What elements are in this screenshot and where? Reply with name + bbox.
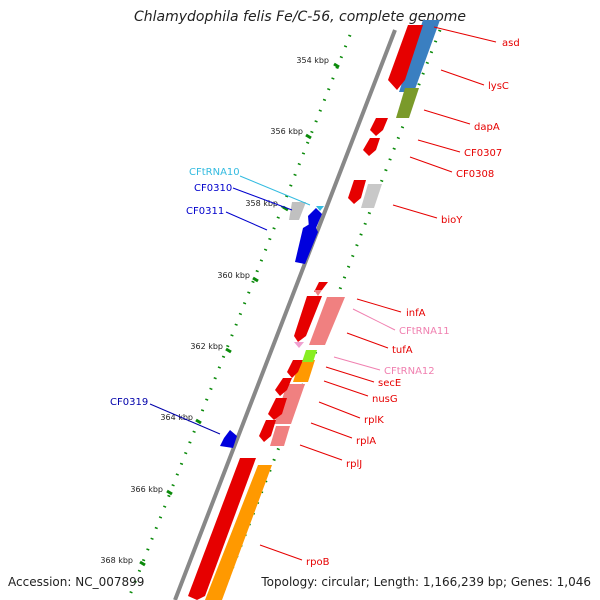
gene-label-secE: secE <box>378 378 401 389</box>
band-olive <box>396 88 419 118</box>
leader-line <box>356 298 402 313</box>
tick-mark-366 <box>166 489 173 496</box>
gene-arrow <box>363 138 380 156</box>
gene-label-dapA: dapA <box>474 122 500 133</box>
tick-marks <box>139 62 340 567</box>
leader-line <box>149 403 221 435</box>
gene-arrow <box>188 458 256 600</box>
leader-line <box>325 366 375 383</box>
gene-arrow <box>275 378 292 396</box>
gene-arrows-blue <box>220 208 322 448</box>
backbone-line <box>173 29 397 600</box>
band-pink-upper <box>309 297 345 345</box>
leader-line <box>352 308 396 331</box>
gene-label-CF0308: CF0308 <box>456 169 494 180</box>
leader-line <box>392 204 438 219</box>
gene-label-rpoB: rpoB <box>306 557 330 568</box>
band-pink-low <box>270 426 290 446</box>
tick-label: 366 kbp <box>130 485 163 494</box>
gene-label-CF0311: CF0311 <box>186 206 224 217</box>
tick-labels: 354 kbp 356 kbp 358 kbp 360 kbp 362 kbp … <box>100 56 329 565</box>
tick-label: 354 kbp <box>296 56 329 65</box>
gene-label-CF0310: CF0310 <box>194 183 232 194</box>
gene-arrow <box>388 25 423 90</box>
tick-mark-364 <box>195 418 202 425</box>
gene-arrows-red <box>188 25 423 600</box>
gene-label-rplJ: rplJ <box>346 459 362 470</box>
tick-mark-356 <box>305 133 312 140</box>
tick-label: 360 kbp <box>217 271 250 280</box>
gene-grey <box>361 184 382 208</box>
tick-label: 362 kbp <box>190 342 223 351</box>
leader-line <box>225 211 268 231</box>
accession-text: Accession: NC_007899 <box>8 575 145 589</box>
tick-label: 358 kbp <box>245 199 278 208</box>
gene-arrow <box>348 180 366 204</box>
tick-mark-360 <box>252 276 259 283</box>
gene-grey-small <box>289 202 306 220</box>
gene-label-CFtRNA12: CFtRNA12 <box>384 366 435 377</box>
gene-label-infA: infA <box>406 308 426 319</box>
leader-line <box>440 69 485 86</box>
leader-line <box>318 401 361 419</box>
leader-line <box>232 187 293 211</box>
trna-marker-cyan <box>316 206 324 211</box>
leader-line <box>433 26 497 43</box>
gene-label-asd: asd <box>502 38 520 49</box>
gene-arrow <box>314 282 328 292</box>
leader-line <box>299 444 343 461</box>
leader-line <box>310 422 353 439</box>
band-orange-long <box>205 465 272 600</box>
gene-label-bioY: bioY <box>441 215 463 226</box>
band-steelblue <box>399 20 440 92</box>
gene-arrow <box>294 296 322 342</box>
tick-mark-368 <box>139 560 146 567</box>
tick-label: 356 kbp <box>270 127 303 136</box>
trna-marker-pink-upper <box>314 290 322 296</box>
gene-label-CF0307: CF0307 <box>464 148 502 159</box>
gene-arrow <box>287 360 303 378</box>
gene-label-lysC: lysC <box>488 81 509 92</box>
tick-mark-362 <box>225 347 232 354</box>
leader-line <box>346 332 389 349</box>
leader-line <box>417 139 461 153</box>
tick-label: 368 kbp <box>100 556 133 565</box>
gene-arrow <box>295 222 318 264</box>
tick-mark-358 <box>282 205 289 212</box>
gene-label-tufA: tufA <box>392 345 413 356</box>
gene-label-nusG: nusG <box>372 394 398 405</box>
gene-arrow <box>268 398 287 420</box>
topology-text: Topology: circular; Length: 1,166,239 bp… <box>261 575 591 589</box>
gene-label-rplA: rplA <box>356 436 376 447</box>
gene-arrow <box>259 420 276 442</box>
gene-arrow <box>370 118 388 136</box>
gene-labels: asd lysC dapA CF0307 CF0308 bioY CFtRNA1… <box>110 26 520 568</box>
trna-marker-green <box>302 350 317 362</box>
tick-mark-354 <box>333 62 340 69</box>
gene-label-CFtRNA10: CFtRNA10 <box>189 167 240 178</box>
tick-label: 364 kbp <box>160 413 193 422</box>
leader-line <box>423 109 471 125</box>
gene-arrow <box>220 430 237 448</box>
map-title: Chlamydophila felis Fe/C-56, complete ge… <box>133 9 467 25</box>
gene-label-rplK: rplK <box>364 415 384 426</box>
leader-line <box>409 156 453 173</box>
leader-line <box>323 380 369 397</box>
gene-label-CF0319: CF0319 <box>110 397 148 408</box>
leader-line <box>259 544 303 561</box>
leader-line <box>239 175 311 206</box>
trna-marker-pink-lower <box>294 342 304 348</box>
leader-line <box>333 356 381 371</box>
gene-label-CFtRNA11: CFtRNA11 <box>399 326 450 337</box>
